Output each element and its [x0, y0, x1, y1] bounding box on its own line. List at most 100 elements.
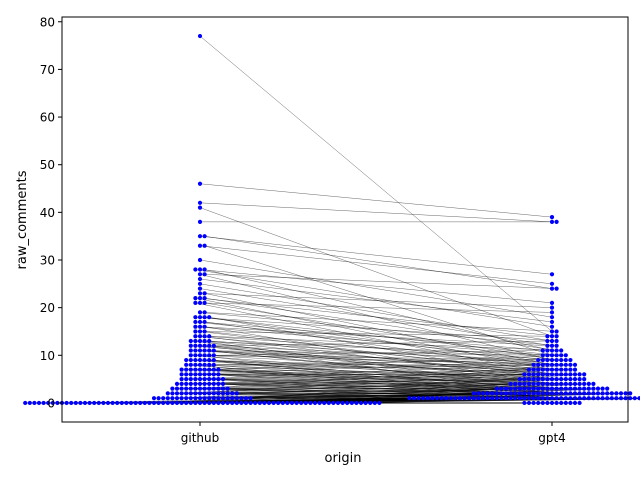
gpt4-point — [545, 367, 550, 372]
gpt4-point — [600, 396, 605, 401]
gpt4-point — [618, 391, 624, 396]
gpt4-point — [554, 386, 559, 391]
gpt4-point — [508, 386, 513, 391]
gpt4-point — [494, 386, 499, 391]
gpt4-point — [522, 372, 527, 377]
github-point — [216, 367, 221, 372]
gpt4-point — [577, 396, 582, 401]
github-point — [64, 400, 69, 406]
gpt4-point — [549, 386, 555, 391]
gpt4-point — [586, 386, 591, 391]
github-point — [207, 334, 212, 339]
github-point — [170, 396, 175, 401]
github-point — [207, 391, 212, 396]
gpt4-point — [545, 357, 550, 363]
gpt4-point — [526, 372, 532, 377]
gpt4-point — [563, 353, 568, 358]
pair-line — [209, 378, 525, 394]
gpt4-point — [568, 386, 573, 391]
gpt4-point — [623, 396, 628, 401]
github-point — [345, 400, 350, 406]
github-point — [193, 391, 198, 396]
gpt4-point — [559, 400, 564, 406]
gpt4-point — [614, 391, 619, 396]
pair-line — [213, 350, 543, 356]
github-point — [165, 391, 170, 396]
pair-line — [204, 274, 557, 289]
gpt4-point — [554, 391, 559, 396]
gpt4-point — [572, 372, 578, 377]
github-point — [243, 396, 249, 401]
github-point — [170, 386, 175, 391]
gpt4-point — [508, 391, 513, 396]
gpt4-point — [559, 357, 564, 363]
github-point — [174, 391, 180, 396]
github-point — [188, 381, 193, 386]
gpt4-point — [554, 219, 559, 224]
github-point — [354, 400, 359, 406]
pair-line — [199, 235, 553, 275]
github-point — [197, 310, 203, 315]
gpt4-point — [568, 396, 573, 401]
y-tick-label: 30 — [40, 254, 55, 268]
gpt4-point — [577, 391, 582, 396]
github-point — [202, 348, 207, 353]
github-point — [151, 400, 157, 406]
github-point — [138, 400, 143, 406]
github-point — [184, 372, 189, 377]
gpt4-point — [559, 386, 564, 391]
pair-line — [181, 378, 580, 389]
gpt4-point — [549, 300, 555, 305]
github-point — [165, 400, 170, 406]
gpt4-point — [480, 396, 486, 401]
github-point — [96, 400, 101, 406]
github-point — [377, 400, 382, 406]
gpt4-point — [476, 396, 481, 401]
gpt4-point — [536, 367, 541, 372]
gpt4-point — [577, 386, 582, 391]
github-point — [128, 400, 134, 406]
pair-line — [209, 340, 548, 346]
github-point — [197, 367, 203, 372]
gpt4-point — [572, 381, 578, 386]
github-point — [216, 372, 221, 377]
github-point — [193, 381, 198, 386]
gpt4-point — [600, 391, 605, 396]
github-point — [197, 362, 203, 367]
github-point — [216, 400, 221, 406]
github-point — [202, 353, 207, 358]
gpt4-point — [568, 391, 573, 396]
github-point — [55, 400, 60, 406]
github-point — [179, 396, 184, 401]
gpt4-point — [572, 386, 578, 391]
github-point — [230, 396, 235, 401]
gpt4-point — [554, 353, 559, 358]
github-point — [207, 338, 212, 344]
gpt4-point — [563, 400, 568, 406]
github-point — [197, 343, 203, 348]
gpt4-point — [416, 396, 421, 401]
gpt4-point — [572, 377, 578, 382]
pair-line — [199, 302, 553, 313]
github-point — [179, 400, 184, 406]
gpt4-point — [522, 400, 527, 406]
github-point — [266, 400, 272, 406]
github-point — [193, 377, 198, 382]
gpt4-point — [549, 215, 555, 220]
github-point — [197, 281, 203, 286]
gpt4-point — [554, 343, 559, 348]
github-point — [193, 353, 198, 358]
github-point — [197, 243, 203, 248]
gpt4-point — [577, 372, 582, 377]
data-points — [23, 33, 640, 406]
github-point — [170, 391, 175, 396]
gpt4-point — [545, 348, 550, 353]
pair-line — [199, 316, 557, 356]
github-point — [211, 362, 216, 367]
gpt4-point — [582, 396, 587, 401]
github-point — [92, 400, 97, 406]
github-point — [225, 400, 230, 406]
github-point — [197, 33, 203, 39]
gpt4-point — [568, 377, 573, 382]
github-point — [193, 348, 198, 353]
